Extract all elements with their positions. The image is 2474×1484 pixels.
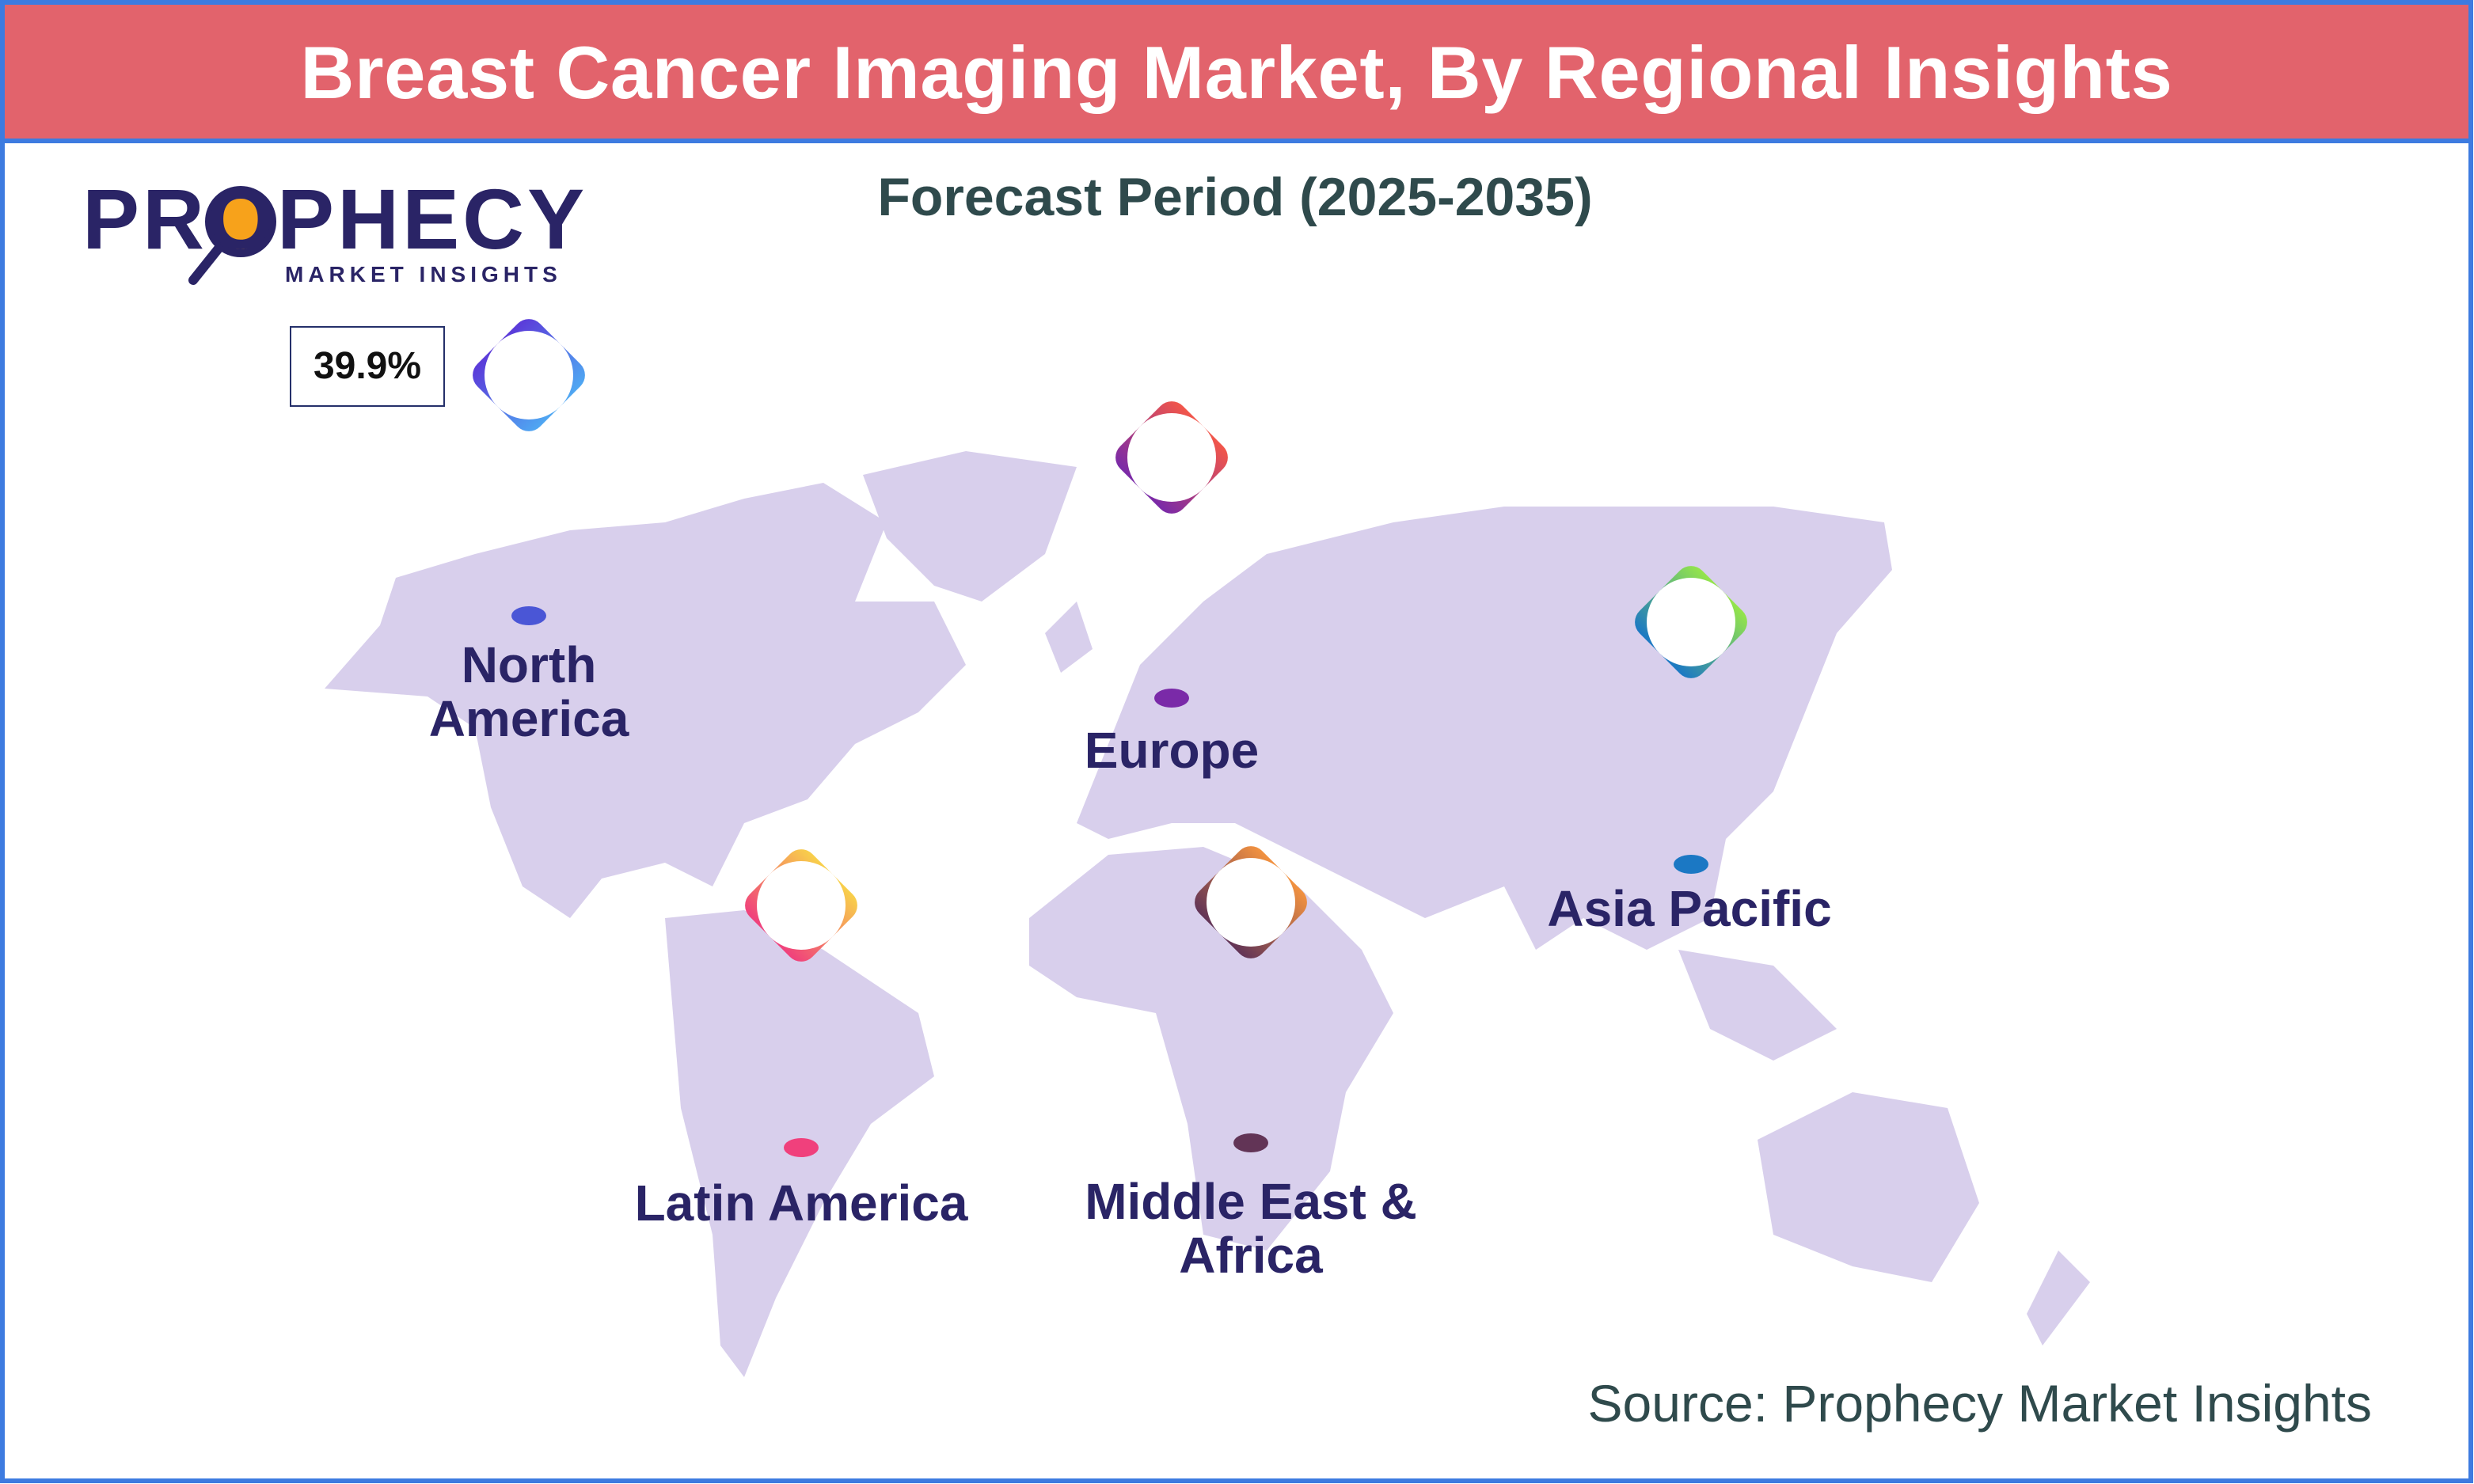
region-label: Latin America bbox=[634, 1175, 968, 1232]
pin-asia-pacific bbox=[1635, 566, 1747, 874]
pin-europe bbox=[1115, 401, 1228, 708]
subtitle: Forecast Period (2025-2035) bbox=[877, 168, 1593, 228]
pin-north-america bbox=[473, 319, 585, 625]
title: Breast Cancer Imaging Market, By Regiona… bbox=[300, 30, 2173, 114]
region-label: Europe bbox=[1084, 722, 1260, 779]
pin-middle-east-africa bbox=[1195, 846, 1307, 1152]
region-label: Asia Pacific bbox=[1547, 880, 1832, 937]
pin-latin-america bbox=[745, 849, 857, 1157]
region-label: Middle East & Africa bbox=[1085, 1173, 1417, 1284]
logo-icon bbox=[188, 186, 276, 285]
header-bar bbox=[5, 5, 2468, 139]
region-label: North America bbox=[428, 636, 629, 747]
source: Source: Prophecy Market Insights bbox=[1587, 1374, 2372, 1433]
logo-name: PROPHECY bbox=[82, 173, 588, 268]
value-label: 39.9% bbox=[290, 326, 445, 407]
logo-tagline: MARKET INSIGHTS bbox=[285, 261, 562, 287]
